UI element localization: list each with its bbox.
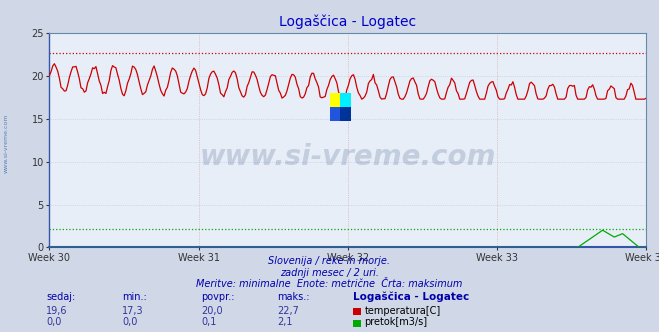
Text: sedaj:: sedaj: <box>46 292 75 302</box>
Text: maks.:: maks.: <box>277 292 309 302</box>
Text: www.si-vreme.com: www.si-vreme.com <box>200 143 496 171</box>
Text: www.si-vreme.com: www.si-vreme.com <box>4 113 9 173</box>
Text: Logaščica - Logatec: Logaščica - Logatec <box>353 292 469 302</box>
Text: 19,6: 19,6 <box>46 306 68 316</box>
Title: Logaščica - Logatec: Logaščica - Logatec <box>279 15 416 29</box>
Text: pretok[m3/s]: pretok[m3/s] <box>364 317 428 327</box>
Text: 20,0: 20,0 <box>201 306 223 316</box>
Text: 0,0: 0,0 <box>46 317 61 327</box>
Bar <box>341 107 351 121</box>
Bar <box>341 93 351 107</box>
Text: povpr.:: povpr.: <box>201 292 235 302</box>
Text: 17,3: 17,3 <box>122 306 144 316</box>
Text: zadnji mesec / 2 uri.: zadnji mesec / 2 uri. <box>280 268 379 278</box>
Text: min.:: min.: <box>122 292 147 302</box>
Text: Meritve: minimalne  Enote: metrične  Črta: maksimum: Meritve: minimalne Enote: metrične Črta:… <box>196 279 463 289</box>
Bar <box>330 107 341 121</box>
Text: Slovenija / reke in morje.: Slovenija / reke in morje. <box>268 256 391 266</box>
Text: 22,7: 22,7 <box>277 306 299 316</box>
Bar <box>330 93 341 107</box>
Text: temperatura[C]: temperatura[C] <box>364 306 441 316</box>
Text: 2,1: 2,1 <box>277 317 293 327</box>
Text: 0,0: 0,0 <box>122 317 137 327</box>
Text: 0,1: 0,1 <box>201 317 216 327</box>
